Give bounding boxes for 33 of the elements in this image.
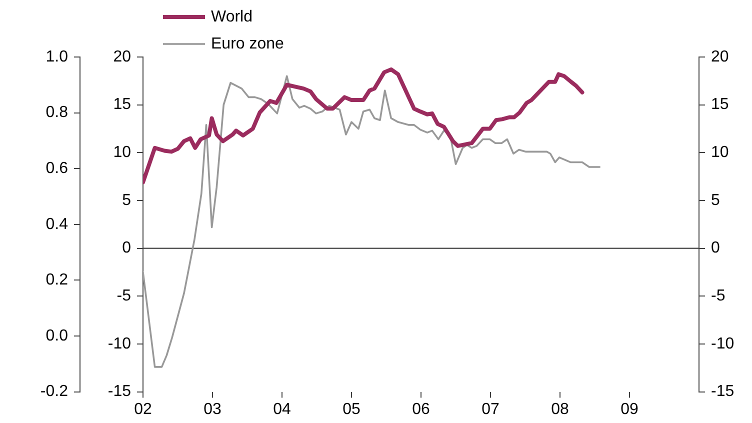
y3-tick-label: 0.0 <box>46 327 68 344</box>
legend-label: World <box>211 8 252 26</box>
y3-tick-label: 1.0 <box>46 48 68 66</box>
y2-tick-label: 20 <box>711 48 729 66</box>
y3-tick-label: 0.2 <box>46 272 68 289</box>
x-tick-label: 08 <box>551 400 569 418</box>
y3-tick-label: 0.6 <box>46 160 68 178</box>
y-tick-label: 0 <box>122 240 132 257</box>
y2-tick-label: -5 <box>711 288 726 305</box>
y2-tick-label: -15 <box>711 383 734 400</box>
y-tick-label: -10 <box>108 335 132 352</box>
legend-label: Euro zone <box>211 35 284 52</box>
y-tick-label: -5 <box>116 288 132 305</box>
x-tick-label: 03 <box>204 400 222 418</box>
y2-tick-label: 15 <box>711 96 729 114</box>
y-tick-label: 10 <box>113 144 132 162</box>
x-tick-label: 02 <box>134 400 152 418</box>
y-tick-label: 20 <box>113 48 132 66</box>
y-tick-label: 15 <box>113 96 132 114</box>
x-tick-label: 09 <box>620 400 638 418</box>
y3-tick-label: 0.8 <box>46 104 68 122</box>
y-tick-label: -15 <box>108 383 132 400</box>
x-tick-label: 06 <box>412 400 430 418</box>
y2-tick-label: 10 <box>711 144 729 162</box>
y3-tick-label: 0.4 <box>46 216 68 233</box>
y-tick-label: 5 <box>122 192 132 209</box>
y2-tick-label: 0 <box>711 240 720 257</box>
x-tick-label: 07 <box>482 400 500 418</box>
x-tick-label: 04 <box>273 400 291 418</box>
y2-tick-label: 5 <box>711 192 720 209</box>
y3-tick-label: -0.2 <box>40 383 68 400</box>
y2-tick-label: -10 <box>711 335 734 352</box>
x-tick-label: 05 <box>342 400 360 418</box>
